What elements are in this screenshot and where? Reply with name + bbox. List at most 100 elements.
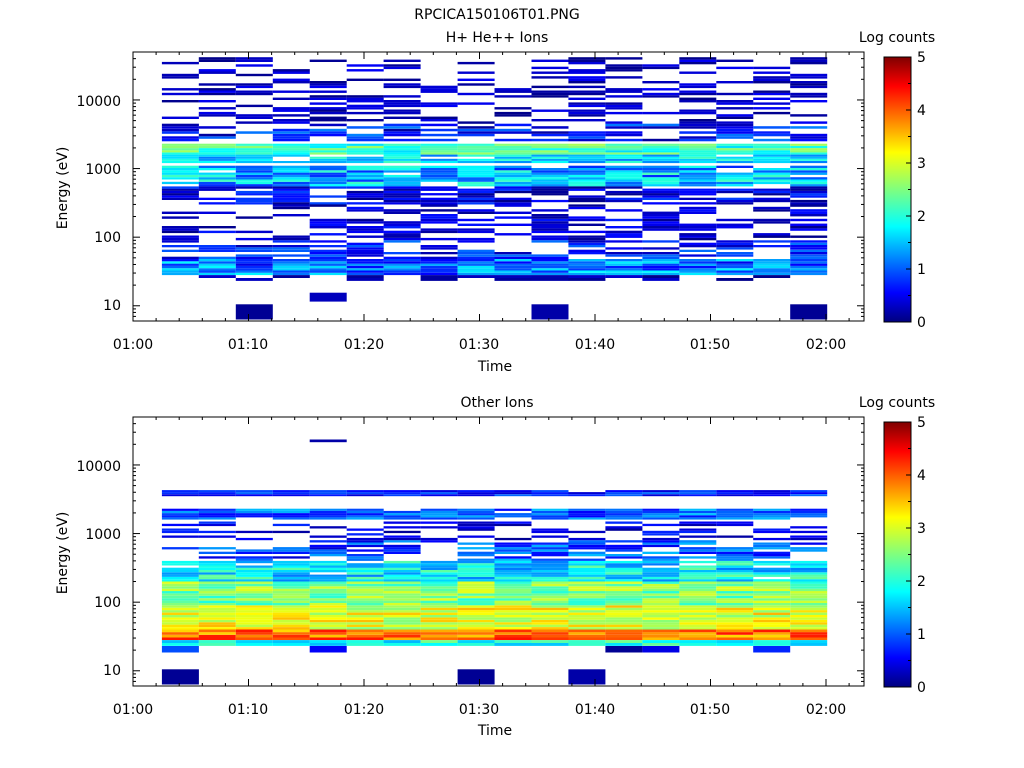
heatmap-cell (642, 111, 680, 115)
heatmap-cell (161, 174, 199, 178)
heatmap-cell (790, 247, 828, 250)
heatmap-cell (642, 588, 680, 592)
heatmap-cell (790, 612, 828, 615)
heatmap-cell (420, 600, 458, 603)
heatmap-cell (272, 259, 310, 262)
heatmap-cell (568, 595, 606, 599)
heatmap-cell (642, 126, 680, 129)
heatmap-cell (383, 193, 421, 196)
heatmap-cell (346, 226, 384, 229)
heatmap-cell (716, 523, 754, 527)
heatmap-cell (272, 128, 310, 132)
heatmap-cell (494, 128, 532, 132)
heatmap-cell (605, 591, 643, 594)
heatmap-cell (494, 537, 532, 541)
heatmap-cell (235, 154, 273, 157)
heatmap-cell (383, 517, 421, 520)
heatmap-cell (457, 634, 495, 638)
heatmap-cell (457, 565, 495, 568)
heatmap-cell (753, 131, 791, 134)
heatmap-cell (753, 126, 791, 129)
heatmap-cell (753, 588, 791, 592)
heatmap-cell (161, 632, 199, 635)
heatmap-cell (309, 563, 347, 566)
heatmap-cell (642, 617, 680, 620)
heatmap-cell (790, 598, 828, 601)
heatmap-cell (309, 186, 347, 189)
heatmap-cell (457, 256, 495, 259)
heatmap-cell (309, 602, 347, 606)
heatmap-cell (531, 593, 569, 596)
heatmap-cell (605, 261, 643, 264)
heatmap-cell (790, 588, 828, 592)
heatmap-cell (309, 439, 347, 443)
heatmap-cell (605, 107, 643, 110)
heatmap-cell (605, 556, 643, 559)
heatmap-cell (790, 165, 828, 168)
heatmap-cell (272, 81, 310, 84)
heatmap-cell (420, 247, 458, 250)
heatmap-cell (679, 560, 717, 564)
heatmap-cell (642, 494, 680, 497)
heatmap-cell (605, 199, 643, 203)
heatmap-cell (568, 259, 606, 262)
heatmap-cell (383, 560, 421, 564)
heatmap-cell (272, 619, 310, 623)
heatmap-cell (679, 123, 717, 127)
heatmap-cell (531, 610, 569, 613)
heatmap-cell (235, 593, 273, 596)
heatmap-cell (198, 581, 236, 584)
heatmap-cell (309, 637, 347, 641)
heatmap-cell (420, 259, 458, 262)
heatmap-cell (457, 268, 495, 271)
heatmap-cell (457, 78, 495, 81)
heatmap-cell (272, 617, 310, 620)
heatmap-cell (494, 190, 532, 194)
heatmap-cell (790, 133, 828, 137)
heatmap-cell (309, 591, 347, 594)
heatmap-cell (494, 622, 532, 625)
heatmap-cell (235, 184, 273, 187)
heatmap-cell (790, 530, 828, 534)
heatmap-cell (679, 607, 717, 611)
heatmap-cell (272, 214, 310, 217)
heatmap-cell (790, 85, 828, 89)
heatmap-cell (605, 170, 643, 173)
heatmap-cell (346, 190, 384, 194)
heatmap-cell (790, 600, 828, 603)
heatmap-cell (716, 567, 754, 570)
heatmap-cell (531, 570, 569, 573)
heatmap-cell (531, 510, 569, 514)
heatmap-cell (605, 143, 643, 146)
heatmap-cell (383, 252, 421, 255)
heatmap-cell (161, 517, 199, 520)
heatmap-cell (716, 128, 754, 132)
heatmap-cell (383, 165, 421, 168)
heatmap-cell (494, 143, 532, 146)
heatmap-cell (235, 588, 273, 592)
heatmap-cell (790, 226, 828, 229)
heatmap-cell (457, 128, 495, 132)
heatmap-cell (235, 179, 273, 182)
heatmap-cell (383, 595, 421, 599)
colorbar-tick-label: 3 (917, 156, 926, 172)
heatmap-cell (605, 634, 643, 638)
heatmap-cell (494, 90, 532, 93)
heatmap-cell (457, 126, 495, 129)
heatmap-cells (161, 57, 828, 320)
heatmap-cell (198, 259, 236, 262)
heatmap-cell (568, 249, 606, 252)
heatmap-cell (790, 59, 828, 62)
heatmap-cell (309, 586, 347, 589)
heatmap-cell (642, 261, 680, 264)
heatmap-cell (790, 581, 828, 584)
heatmap-cell (161, 154, 199, 157)
heatmap-cell (716, 202, 754, 205)
heatmap-cell (642, 629, 680, 633)
heatmap-cell (457, 177, 495, 180)
heatmap-cell (383, 605, 421, 608)
heatmap-cell (457, 535, 495, 538)
heatmap-cell (531, 223, 569, 226)
heatmap-cell (716, 595, 754, 599)
heatmap-cell (679, 156, 717, 159)
